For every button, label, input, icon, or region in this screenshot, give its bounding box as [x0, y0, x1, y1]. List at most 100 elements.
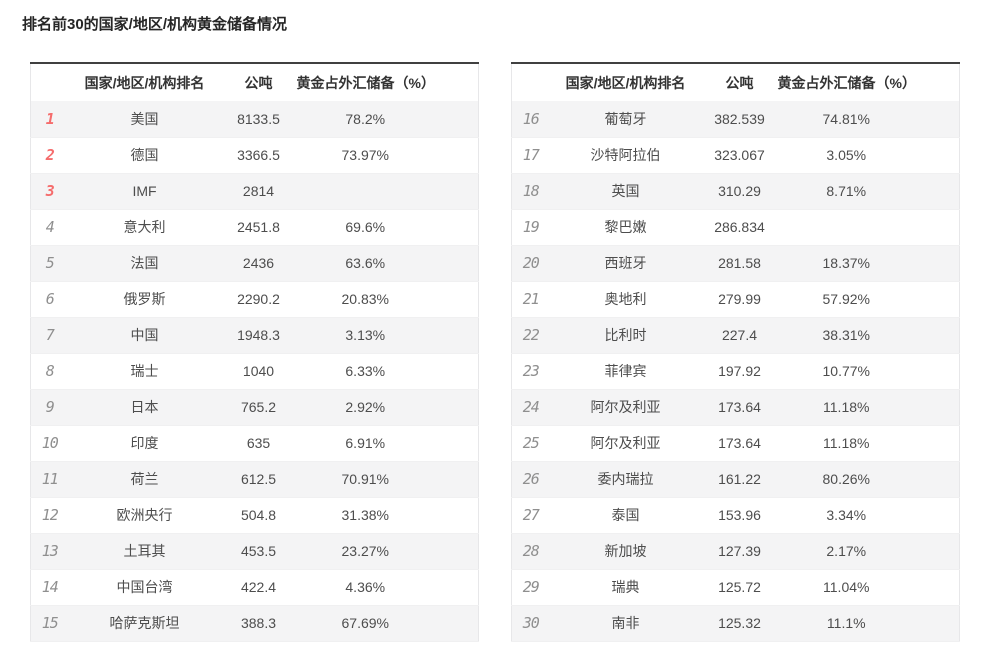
rank-number: 29 [522, 578, 540, 596]
metric-tons-cell: 173.64 [718, 399, 761, 415]
country-name-cell: 英国 [611, 183, 640, 199]
rank-cell: 25 [512, 425, 550, 461]
metric-tons-cell: 2814 [242, 183, 275, 199]
rank-number: 28 [522, 542, 540, 560]
metric-tons-cell: 125.32 [718, 615, 761, 631]
metric-tons-cell: 2290.2 [237, 291, 280, 307]
country-name-cell: 瑞士 [130, 363, 159, 379]
rank-number: 8 [45, 362, 55, 380]
table-row: 2 德国 3366.5 73.97% [30, 137, 479, 173]
gold-fx-share-cell: 74.81% [822, 110, 870, 127]
rank-number: 14 [41, 578, 59, 596]
gold-fx-share-cell: 69.6% [345, 219, 386, 235]
gold-fx-share-cell: 3.13% [345, 327, 386, 343]
header-gold-fx-share: 黄金占外汇储备（%） [296, 63, 479, 101]
rank-number: 27 [522, 506, 540, 524]
country-name-cell: 印度 [130, 435, 159, 451]
metric-tons-cell: 388.3 [240, 615, 277, 631]
rank-number: 3 [45, 182, 55, 200]
table-row: 23 菲律宾 197.92 10.77% [511, 353, 960, 389]
country-name-cell: 委内瑞拉 [597, 471, 654, 487]
metric-tons-cell: 3366.5 [237, 147, 280, 163]
gold-fx-share-cell: 20.83% [341, 291, 389, 307]
country-name-cell: 法国 [130, 255, 159, 271]
gold-fx-share-cell: 2.17% [826, 543, 867, 559]
metric-tons-cell: 125.72 [718, 579, 761, 595]
rank-cell: 7 [31, 317, 69, 353]
table-row: 6 俄罗斯 2290.2 20.83% [30, 281, 479, 317]
country-name-cell: 南非 [611, 615, 640, 631]
country-name-cell: 哈萨克斯坦 [109, 615, 180, 631]
header-rank-spacer [30, 63, 69, 101]
rank-cell: 21 [512, 281, 550, 317]
rank-cell: 3 [31, 173, 69, 209]
rank-number: 7 [45, 326, 55, 344]
rank-number: 30 [522, 614, 540, 632]
rank-number: 24 [522, 398, 540, 416]
gold-fx-share-cell: 6.33% [345, 363, 386, 379]
rank-cell: 30 [512, 605, 550, 641]
table-row: 22 比利时 227.4 38.31% [511, 317, 960, 353]
metric-tons-cell: 504.8 [240, 507, 277, 523]
rank-number: 21 [522, 290, 540, 308]
rank-cell: 28 [512, 533, 550, 569]
table-row: 5 法国 2436 63.6% [30, 245, 479, 281]
country-name-cell: 葡萄牙 [604, 110, 647, 127]
gold-fx-share-cell [778, 209, 960, 245]
country-name-cell: 菲律宾 [604, 363, 647, 379]
gold-reserves-table-left: 国家/地区/机构排名 公吨 黄金占外汇储备（%） 1 美国 8133.5 78.2% 2… [30, 62, 479, 642]
gold-fx-share-cell: 57.92% [822, 291, 870, 307]
table-row: 11 荷兰 612.5 70.91% [30, 461, 479, 497]
table-body-right: 16 葡萄牙 382.539 74.81% 17 沙特阿拉伯 323.067 3.05% 18 英… [511, 101, 960, 641]
rank-number: 23 [522, 362, 540, 380]
gold-fx-share-cell: 3.34% [826, 507, 867, 523]
country-name-cell: 泰国 [611, 507, 640, 523]
rank-cell: 4 [31, 209, 69, 245]
rank-number: 6 [45, 290, 55, 308]
rank-number: 4 [45, 218, 55, 236]
rank-cell: 22 [512, 317, 550, 353]
table-row: 18 英国 310.29 8.71% [511, 173, 960, 209]
table-row: 12 欧洲央行 504.8 31.38% [30, 497, 479, 533]
table-row: 13 土耳其 453.5 23.27% [30, 533, 479, 569]
metric-tons-cell: 2451.8 [237, 219, 280, 235]
rank-cell: 6 [31, 281, 69, 317]
table-row: 9 日本 765.2 2.92% [30, 389, 479, 425]
header-metric-tons: 公吨 [701, 63, 778, 101]
country-name-cell: 中国 [130, 327, 159, 343]
rank-cell: 11 [31, 461, 69, 497]
metric-tons-cell: 279.99 [718, 291, 761, 307]
country-name-cell: 俄罗斯 [123, 291, 166, 307]
table-row: 15 哈萨克斯坦 388.3 67.69% [30, 605, 479, 641]
table-row: 14 中国台湾 422.4 4.36% [30, 569, 479, 605]
metric-tons-cell: 227.4 [721, 327, 758, 343]
rank-cell: 16 [512, 101, 550, 137]
metric-tons-cell: 382.539 [714, 110, 765, 127]
metric-tons-cell: 453.5 [240, 543, 277, 559]
country-name-cell: 阿尔及利亚 [590, 399, 661, 415]
gold-fx-share-cell: 3.05% [826, 147, 867, 163]
gold-fx-share-cell: 31.38% [341, 507, 389, 523]
table-row: 24 阿尔及利亚 173.64 11.18% [511, 389, 960, 425]
rank-cell: 26 [512, 461, 550, 497]
metric-tons-cell: 173.64 [718, 435, 761, 451]
metric-tons-cell: 161.22 [718, 471, 761, 487]
metric-tons-cell: 1948.3 [237, 327, 280, 343]
metric-tons-cell: 1040 [242, 363, 275, 379]
rank-number: 17 [522, 146, 540, 164]
rank-number: 10 [41, 434, 59, 452]
table-row: 8 瑞士 1040 6.33% [30, 353, 479, 389]
table-row: 25 阿尔及利亚 173.64 11.18% [511, 425, 960, 461]
country-name-cell: 奥地利 [604, 291, 647, 307]
metric-tons-cell: 422.4 [240, 579, 277, 595]
rank-number: 16 [522, 109, 540, 128]
rank-number: 11 [41, 470, 59, 488]
rank-number: 9 [45, 398, 55, 416]
table-row: 4 意大利 2451.8 69.6% [30, 209, 479, 245]
rank-cell: 19 [512, 209, 550, 245]
gold-fx-share-cell: 2.92% [345, 399, 386, 415]
rank-number: 2 [45, 146, 55, 164]
country-name-cell: 意大利 [123, 219, 166, 235]
country-name-cell: 日本 [130, 399, 159, 415]
gold-fx-share-cell: 11.18% [823, 435, 870, 451]
